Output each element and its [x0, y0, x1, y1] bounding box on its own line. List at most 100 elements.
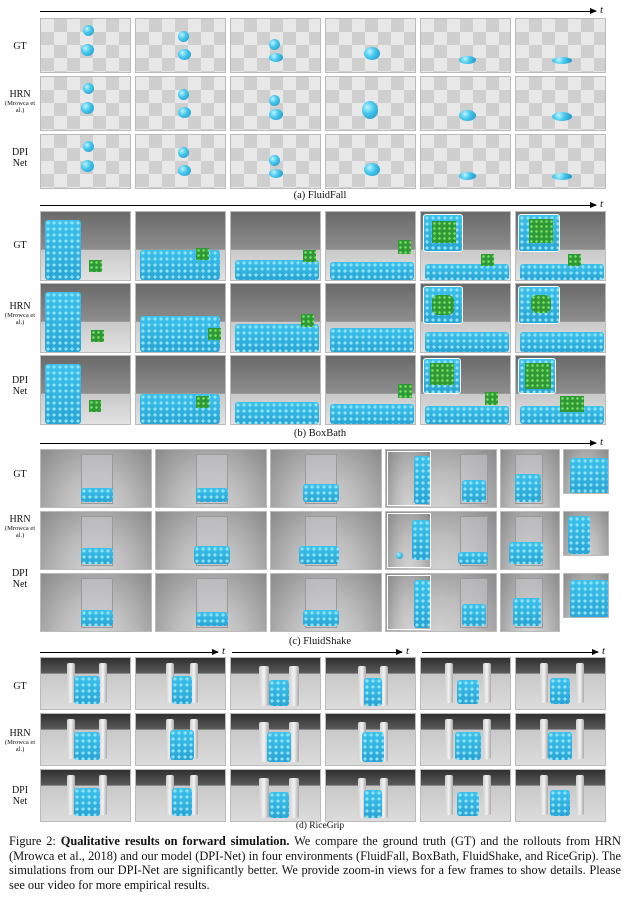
ricegrip-hrn-frame-4 — [325, 713, 416, 766]
fluidshake-hrn-zoom-6 — [563, 511, 609, 556]
boxbath-dpi-frame-2 — [135, 355, 226, 425]
zoom-inset — [387, 513, 431, 568]
gripper-left — [259, 722, 269, 762]
zoom-fluid — [568, 516, 590, 554]
droplet — [459, 56, 476, 64]
boxbath-gt-frame-3 — [230, 211, 321, 281]
ricegrip-gt-frame-6 — [515, 657, 606, 710]
fluidfall-gt-frame-4 — [325, 18, 416, 73]
zoom-box — [432, 221, 456, 243]
fluid-pool — [509, 542, 543, 564]
caption-text: We compare the ground truth (GT) and the… — [9, 834, 621, 892]
fluidfall-hrn-frame-5 — [420, 76, 511, 131]
gripper-left — [67, 719, 75, 759]
fluid-pool — [462, 604, 486, 626]
droplet — [552, 173, 572, 180]
fluidshake-dpi-frame-2 — [155, 573, 267, 632]
droplet — [178, 107, 191, 118]
gripper-left — [445, 663, 453, 703]
time-arrow-d1 — [40, 649, 219, 655]
fluidshake-dpi-frame-4 — [385, 573, 497, 632]
fluidfall-dpi-frame-4 — [325, 134, 416, 189]
gripper-right — [483, 775, 491, 815]
panel-caption-b: (b) BoxBath — [293, 428, 347, 439]
fluidfall-gt-frame-1 — [40, 18, 131, 73]
droplet — [178, 89, 189, 100]
rice-block — [269, 792, 289, 818]
rice-block — [550, 678, 570, 704]
fluid-pool — [458, 552, 488, 564]
hrn-cite: (Mrowca et al.) — [4, 312, 36, 326]
ricegrip-gt-frame-2 — [135, 657, 226, 710]
gripper-left — [445, 775, 453, 815]
rigid-box — [196, 396, 209, 408]
rice-block — [455, 732, 481, 760]
droplet — [81, 160, 94, 172]
fluidfall-hrn-frame-4 — [325, 76, 416, 131]
gripper-right — [576, 775, 584, 815]
ricegrip-hrn-frame-3 — [230, 713, 321, 766]
gripper-right — [380, 778, 388, 818]
boxbath-dpi-frame-1 — [40, 355, 131, 425]
boxbath-hrn-frame-4 — [325, 283, 416, 353]
row-label-dpi-c: DPI Net — [2, 568, 38, 590]
fluid-pool — [196, 612, 228, 626]
hrn-name: HRN — [9, 728, 31, 739]
fluidshake-dpi-zoom-6 — [563, 573, 609, 618]
ricegrip-dpi-frame-2 — [135, 769, 226, 822]
hrn-cite: (Mrowca et al.) — [4, 100, 36, 114]
boxbath-dpi-frame-5 — [420, 355, 511, 425]
hrn-cite: (Mrowca et al.) — [4, 525, 36, 539]
rice-block — [364, 790, 382, 818]
rice-block — [170, 730, 194, 760]
fluid-pool — [81, 488, 113, 502]
fluid-pool — [235, 402, 319, 424]
gripper-right — [576, 663, 584, 703]
gripper-right — [190, 719, 198, 759]
zoom-inset — [518, 358, 556, 394]
fluid-pool — [235, 324, 319, 352]
ricegrip-dpi-frame-5 — [420, 769, 511, 822]
fluidfall-hrn-frame-2 — [135, 76, 226, 131]
droplet — [269, 109, 283, 120]
fluidshake-hrn-frame-3 — [270, 511, 382, 570]
fluidshake-gt-frame-4 — [385, 449, 497, 508]
boxbath-dpi-frame-4 — [325, 355, 416, 425]
rigid-box — [568, 254, 581, 266]
fluidshake-dpi-frame-1 — [40, 573, 152, 632]
ricegrip-gt-frame-3 — [230, 657, 321, 710]
fluidshake-gt-frame-1 — [40, 449, 152, 508]
fluid-pool — [520, 264, 604, 280]
row-label-gt-b: GT — [13, 240, 27, 251]
fluidfall-gt-frame-2 — [135, 18, 226, 73]
fluid-pool — [81, 610, 113, 626]
zoom-box — [525, 363, 551, 389]
ricegrip-hrn-frame-2 — [135, 713, 226, 766]
ricegrip-dpi-frame-4 — [325, 769, 416, 822]
rice-block — [74, 732, 100, 760]
fluidshake-gt-frame-5 — [500, 449, 560, 508]
fluidfall-dpi-frame-3 — [230, 134, 321, 189]
ricegrip-hrn-frame-6 — [515, 713, 606, 766]
fluid-pool — [425, 264, 509, 280]
rice-block — [457, 680, 479, 704]
fluid-column — [45, 364, 81, 424]
dpi-line1: DPI — [11, 785, 29, 796]
rice-block — [74, 676, 100, 704]
fluidfall-dpi-frame-1 — [40, 134, 131, 189]
droplet — [83, 83, 94, 94]
droplet — [459, 110, 476, 121]
rice-block — [550, 790, 570, 816]
gripper-right — [190, 663, 198, 703]
droplet — [459, 172, 476, 180]
fluid-pool — [303, 484, 339, 502]
fluid-pool — [425, 406, 509, 424]
row-label-dpi-d: DPI Net — [2, 785, 38, 807]
rigid-box — [208, 328, 221, 340]
fluidfall-hrn-frame-3 — [230, 76, 321, 131]
panel-caption-c: (c) FluidShake — [288, 636, 352, 647]
gripper-left — [540, 775, 548, 815]
boxbath-dpi-frame-3 — [230, 355, 321, 425]
fluidshake-gt-zoom-6 — [563, 449, 609, 494]
boxbath-gt-frame-4 — [325, 211, 416, 281]
